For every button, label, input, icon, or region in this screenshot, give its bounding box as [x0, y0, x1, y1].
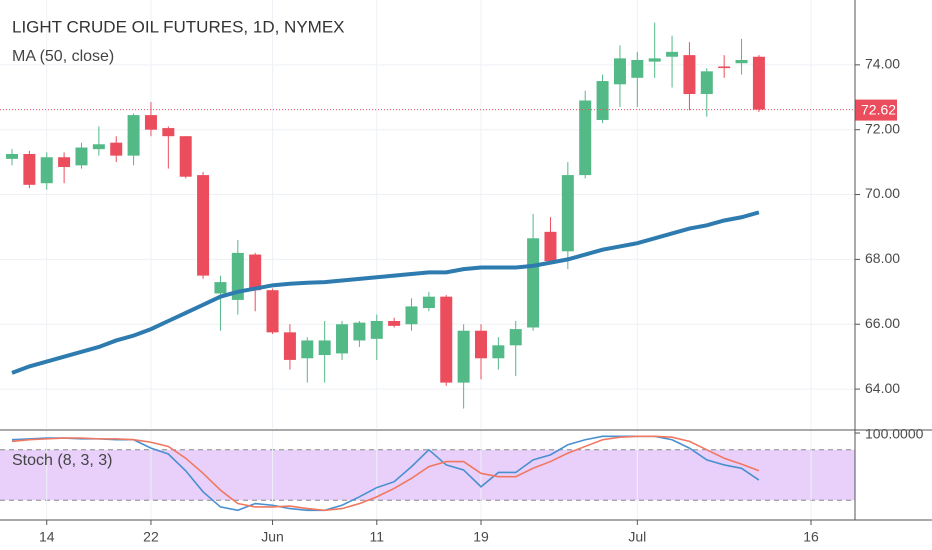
x-tick-label: 22: [143, 529, 159, 545]
candle-body: [405, 306, 418, 325]
y-tick-label: 74.00: [865, 56, 900, 72]
candle-body: [58, 157, 71, 167]
chart-title: LIGHT CRUDE OIL FUTURES, 1D, NYMEX: [12, 17, 345, 36]
candle-body: [6, 154, 18, 159]
y-tick-label: 70.00: [865, 185, 900, 201]
candle-body: [214, 282, 227, 294]
x-tick-label: Jun: [261, 529, 284, 545]
candle-body: [561, 175, 574, 252]
y-tick-label: 72.00: [865, 120, 900, 136]
candle-body: [353, 322, 366, 341]
candle-body: [613, 58, 626, 85]
candle-body: [23, 154, 36, 185]
y-tick-label: 66.00: [865, 315, 900, 331]
candle-body: [700, 71, 713, 95]
candle-body: [249, 254, 262, 291]
candle-body: [752, 56, 765, 110]
candle-body: [179, 136, 192, 177]
ma-legend: MA (50, close): [12, 48, 114, 65]
y-tick-label: 68.00: [865, 250, 900, 266]
x-tick-label: 11: [369, 529, 384, 545]
candle-body: [440, 296, 453, 383]
stoch-band: [0, 449, 855, 501]
candle-body: [231, 252, 244, 300]
y-tick-label: 100.0000: [865, 426, 924, 442]
candle-body: [283, 332, 296, 360]
candle-body: [718, 66, 731, 69]
stoch-title: Stoch (8, 3, 3): [12, 452, 113, 469]
candle-body: [162, 128, 175, 137]
candle-body: [40, 157, 53, 184]
candle-body: [318, 340, 331, 356]
candle-body: [683, 55, 696, 95]
candle-body: [266, 290, 279, 333]
candle-body: [579, 100, 592, 176]
candle-body: [509, 329, 522, 346]
last-price-label: 72.62: [861, 101, 896, 117]
candle-body: [474, 330, 487, 359]
candle-body: [544, 231, 557, 262]
candle-body: [144, 115, 157, 130]
candle-body: [388, 321, 401, 326]
candle-body: [492, 345, 505, 359]
ma-line: [11, 210, 760, 375]
candle-body: [127, 115, 140, 156]
x-tick-label: 14: [39, 529, 55, 545]
candle-body: [92, 144, 105, 150]
x-tick-label: 16: [803, 529, 819, 545]
candle-body: [370, 321, 383, 339]
candle-body: [75, 147, 88, 166]
candle-body: [666, 51, 679, 57]
stoch-line: [11, 435, 760, 512]
y-tick-label: 64.00: [865, 380, 900, 396]
candle-body: [735, 59, 748, 64]
candle-body: [301, 340, 314, 359]
candle-body: [197, 175, 210, 276]
candle-body: [648, 58, 661, 62]
candle-body: [527, 238, 540, 328]
candle-body: [596, 81, 609, 120]
candle-body: [422, 296, 435, 309]
candle-body: [336, 324, 349, 354]
candle-body: [110, 142, 123, 156]
last-price-box: [855, 99, 897, 121]
candle-body: [631, 59, 644, 78]
x-tick-label: Jul: [628, 529, 646, 545]
x-tick-label: 19: [473, 529, 489, 545]
candle-body: [457, 330, 470, 383]
